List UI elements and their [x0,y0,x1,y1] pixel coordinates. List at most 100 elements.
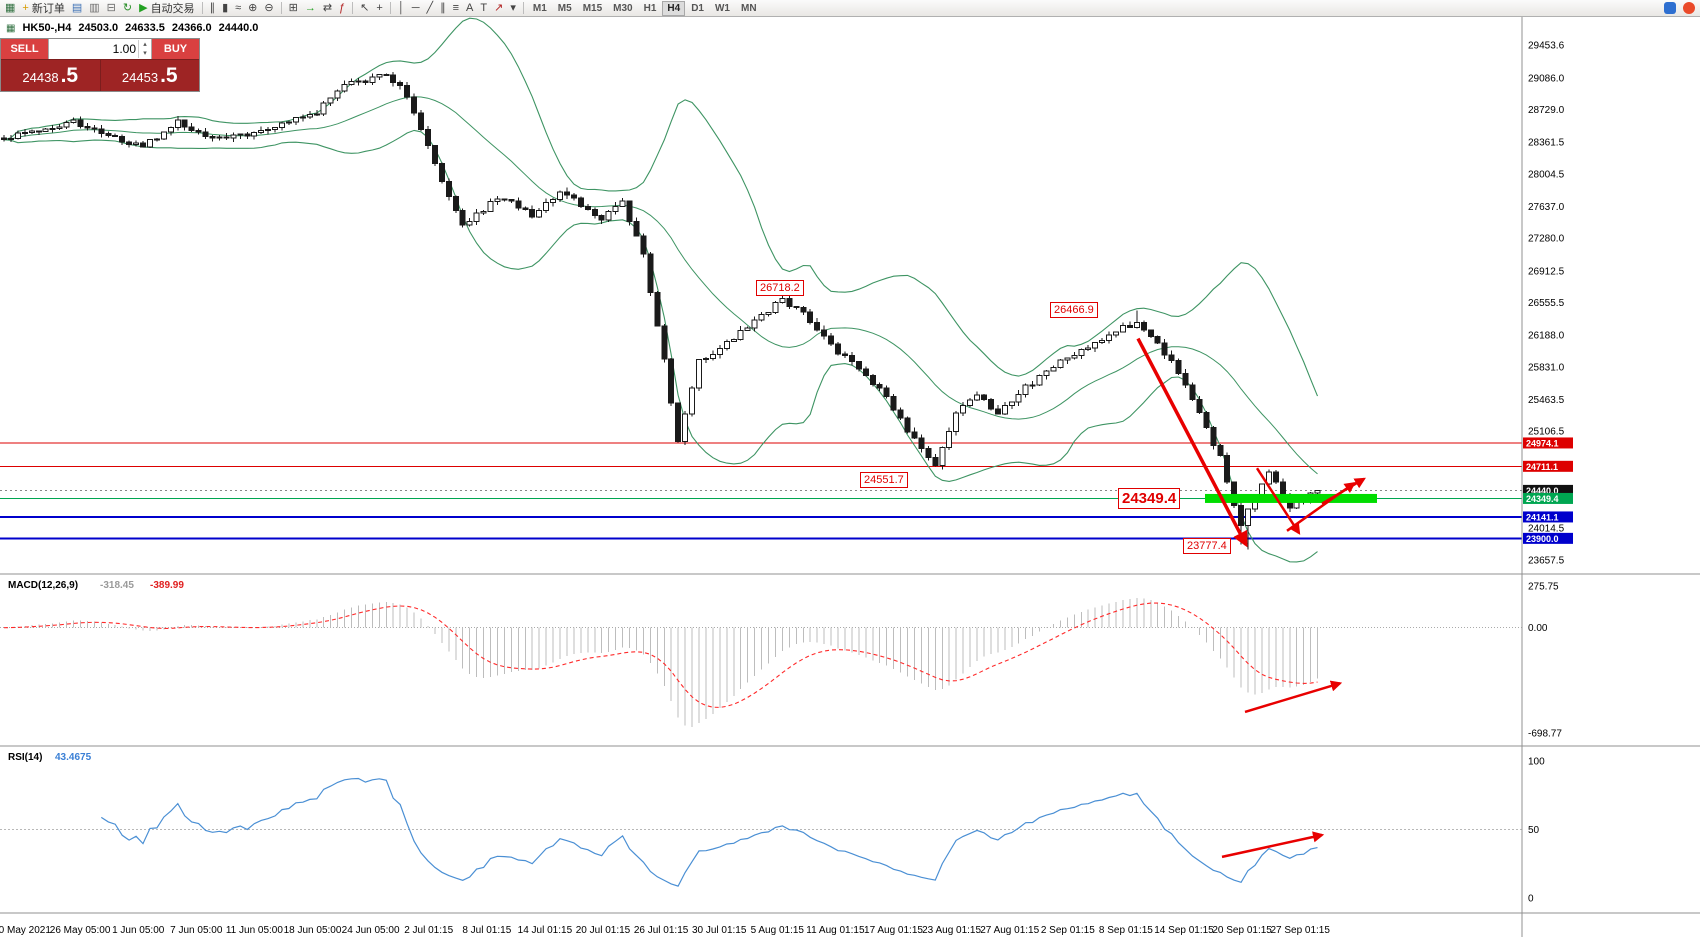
arrows-tool-icon[interactable]: ↗ [491,1,506,15]
timeframe-mn[interactable]: MN [740,2,757,14]
chart-region[interactable]: 29453.6 29086.0 28729.0 28361.5 28004.5 27637… [0,17,1700,937]
autotrading-button-icon: ▶ [139,2,148,14]
time-tick-label: 30 Jul 01:15 [692,925,747,936]
rsi-tick-label: 50 [1528,825,1540,836]
line-chart-icon[interactable]: ≈ [232,1,244,15]
navigator-icon: ⊟ [106,2,116,14]
time-tick-label: 26 May 05:00 [50,925,111,936]
timeframe-h4[interactable]: H4 [662,0,686,16]
trendline-icon[interactable]: ╱ [424,1,437,15]
strategy-tester-icon: ↻ [122,2,133,14]
volume-input[interactable] [49,42,138,56]
quote-close: 24440.0 [218,22,259,34]
zoom-out-icon[interactable]: ⊖ [261,1,276,15]
cursor-icon[interactable]: ↖ [357,1,372,15]
price-axis[interactable]: 29453.6 29086.0 28729.0 28361.5 28004.5 27637… [1523,41,1573,567]
vertical-line-icon: │ [397,2,405,14]
trend-arrow[interactable] [1221,831,1325,859]
price-callout-label[interactable]: 24349.4 [1118,488,1181,509]
tile-windows-icon[interactable]: ⊞ [286,1,301,15]
price-callout-label[interactable]: 26718.2 [756,280,804,296]
timeframe-m1[interactable]: M1 [532,2,547,14]
market-watch-icon[interactable]: ▤ [69,1,85,15]
buy-button[interactable]: BUY [152,39,199,59]
time-tick-label: 8 Sep 01:15 [1099,925,1153,936]
new-order-button[interactable]: + 新订单 [19,1,67,15]
horizontal-line-icon[interactable]: ─ [409,1,423,15]
sell-button[interactable]: SELL [1,39,48,59]
price-callout-label[interactable]: 26466.9 [1050,302,1098,318]
time-tick-label: 24 Jun 05:00 [342,925,400,936]
candlestick-chart-icon[interactable]: ▮ [219,1,231,15]
macd-main-value: -318.45 [100,580,134,591]
toolbar-separator [522,2,524,14]
time-tick-label: 20 Jul 01:15 [576,925,631,936]
crosshair-icon[interactable]: + [373,1,385,15]
strategy-tester-icon[interactable]: ↻ [120,1,135,15]
trend-arrow[interactable] [1321,477,1366,505]
cursor-icon: ↖ [360,2,370,14]
autotrading-button-label: 自动交易 [150,3,195,15]
text-label-tool-icon: T [480,2,488,14]
price-tick-label: 25106.5 [1528,427,1565,438]
price-tag-24974.1 [1523,437,1573,449]
candlestick-series[interactable] [1,72,1321,550]
timeframe-m30[interactable]: M30 [613,2,633,14]
price-callout-label[interactable]: 23777.4 [1183,538,1231,554]
annotation-arrows[interactable] [1136,337,1366,859]
price-callout-label[interactable]: 24551.7 [860,472,908,488]
equidistant-channel-icon[interactable]: ∥ [437,1,449,15]
trend-arrow[interactable] [1244,680,1343,714]
time-tick-label: 27 Sep 01:15 [1270,925,1330,936]
time-tick-label: 14 Jul 01:15 [518,925,573,936]
time-tick-label: 14 Sep 01:15 [1154,925,1214,936]
support-zone-highlight[interactable] [1205,493,1377,503]
tile-windows-icon: ⊞ [288,2,298,14]
text-label-tool-icon[interactable]: T [477,1,490,15]
symbol-period-label: HK50-,H4 [22,22,72,34]
messages-widget-icon[interactable] [1664,2,1676,14]
trend-arrow[interactable] [1136,337,1248,548]
autotrading-button[interactable]: ▶ 自动交易 [136,1,197,15]
time-tick-label: 8 Jul 01:15 [462,925,511,936]
price-tag-text: 24349.4 [1526,494,1559,504]
timeframe-m5[interactable]: M5 [557,2,572,14]
rsi-value: 43.4675 [55,752,92,763]
sell-price[interactable]: 24438 .5 [1,60,100,91]
zoom-in-icon: ⊕ [248,2,258,14]
text-tool-icon[interactable]: A [463,1,476,15]
chart-shift-icon[interactable]: ⇄ [320,1,335,15]
chart-mini-icon: ▦ [6,22,16,34]
ohlc-bars-icon[interactable]: ∥ [207,1,219,15]
buy-price[interactable]: 24453 .5 [99,60,199,91]
timeframe-w1[interactable]: W1 [714,2,730,14]
trend-arrow[interactable] [1255,467,1301,535]
bollinger-bands [3,17,1319,563]
time-tick-label: 27 Aug 01:15 [980,925,1039,936]
auto-scroll-icon[interactable]: → [302,1,319,15]
volume-up-icon[interactable]: ▴ [143,41,147,48]
tool-dropdown-icon[interactable]: ▾ [507,1,519,15]
new-chart-icon[interactable]: ▦ [2,1,18,15]
navigator-icon[interactable]: ⊟ [104,1,119,15]
macd-label: MACD(12,26,9) [8,580,78,591]
volume-down-icon[interactable]: ▾ [143,50,147,57]
status-dot-icon[interactable] [1683,2,1695,14]
timeframe-h1[interactable]: H1 [643,2,657,14]
chart-canvas[interactable]: 29453.6 29086.0 28729.0 28361.5 28004.5 27637… [0,17,1700,937]
time-tick-label: 20 Sep 01:15 [1212,925,1272,936]
indicators-icon[interactable]: ƒ [336,1,348,15]
price-tick-label: 29453.6 [1528,41,1565,52]
volume-spinner[interactable]: ▴ ▾ [138,40,151,58]
fibonacci-icon[interactable]: ≡ [450,1,462,15]
volume-field[interactable]: ▴ ▾ [48,39,152,59]
data-window-icon[interactable]: ▥ [86,1,102,15]
vertical-line-icon[interactable]: │ [395,1,408,15]
chart-header: ▦ HK50-,H4 24503.0 24633.5 24366.0 24440… [6,22,258,34]
zoom-in-icon[interactable]: ⊕ [245,1,260,15]
timeframe-d1[interactable]: D1 [691,2,704,14]
price-tick-label: 23657.5 [1528,555,1565,566]
timeframe-m15[interactable]: M15 [582,2,603,14]
price-tick-label: 27280.0 [1528,234,1565,245]
